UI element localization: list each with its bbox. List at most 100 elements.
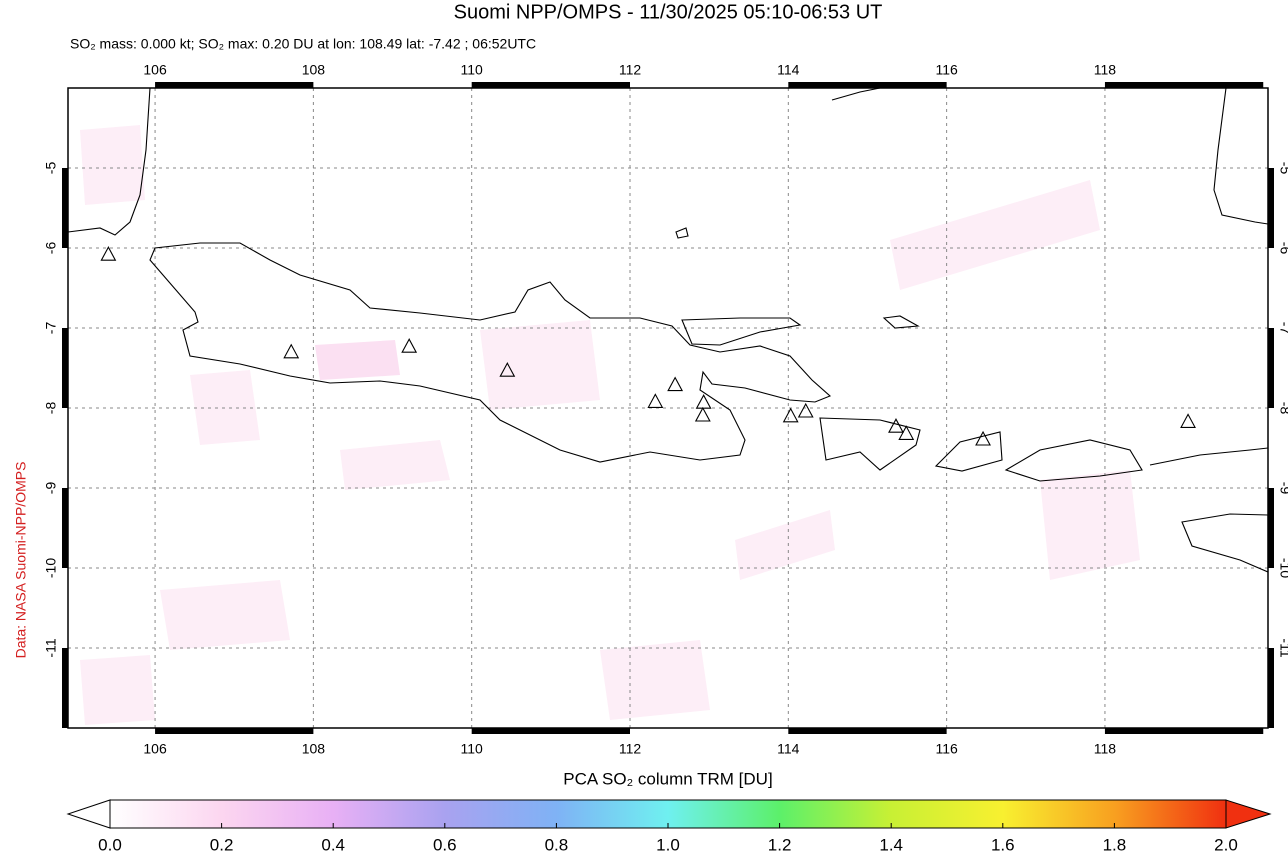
coastline-java	[149, 242, 832, 463]
colorbar-low-arrow	[66, 799, 111, 829]
coastline-sumba	[1181, 513, 1268, 573]
colorbar-tick-label: 1.0	[656, 835, 680, 854]
frame-bar	[1268, 488, 1274, 568]
swath	[340, 440, 450, 490]
frame-bars	[62, 82, 1274, 734]
frame-bar	[62, 168, 68, 248]
frame-bar	[1104, 728, 1264, 734]
so2-swaths	[80, 125, 1140, 725]
coastline-lombok	[934, 431, 1003, 472]
map-title: Suomi NPP/OMPS - 11/30/2025 05:10-06:53 …	[454, 1, 883, 23]
colorbar-tick-label: 0.2	[210, 835, 234, 854]
coastline-bawean	[675, 227, 689, 239]
volcano-marker	[782, 407, 799, 423]
coastline-borneo	[1213, 88, 1268, 225]
coastline-borneo-south	[831, 88, 881, 101]
y-tick-label: -10	[43, 558, 59, 578]
frame-bar	[471, 82, 631, 88]
x-tick-label: 110	[461, 741, 484, 757]
volcano-marker	[695, 394, 712, 409]
volcano-marker	[283, 343, 300, 359]
y-tick-label: -9	[43, 482, 59, 495]
frame-bar	[1104, 82, 1264, 88]
x-tick-label: 118	[1094, 62, 1117, 78]
colorbar-tick-label: 1.4	[879, 835, 903, 854]
coastline-flores	[1149, 447, 1268, 466]
colorbar-tick-label: 1.2	[768, 835, 792, 854]
y-tick-label: -11	[1277, 638, 1288, 657]
frame-bar	[788, 82, 947, 88]
y-tick-label: -10	[1277, 558, 1288, 578]
volcano-marker	[401, 338, 418, 353]
data-credit: Data: NASA Suomi-NPP/OMPS	[13, 462, 29, 659]
swath	[80, 125, 145, 205]
swath	[315, 340, 400, 380]
volcano-marker	[499, 362, 516, 377]
volcano-marker	[694, 406, 711, 422]
frame-bar	[62, 328, 68, 408]
frame-bar	[471, 728, 631, 734]
x-tick-label: 106	[143, 741, 167, 757]
colorbar: 0.0 0.2 0.4 0.6 0.8 1.0 1.2 1.4 1.6 1.8 2.0	[66, 799, 1272, 854]
y-tick-label: -8	[1277, 402, 1288, 415]
frame-bar	[1268, 168, 1274, 248]
x-tick-label: 114	[777, 62, 800, 78]
y-tick-label: -5	[1277, 162, 1288, 175]
y-tick-label: -6	[1277, 242, 1288, 255]
swath	[480, 320, 600, 410]
volcano-marker	[888, 418, 904, 433]
volcano-layer	[100, 246, 1196, 446]
x-tick-label: 112	[619, 741, 642, 757]
swath	[600, 640, 710, 720]
x-tick-label: 110	[461, 62, 484, 78]
coastline-kangean	[882, 315, 920, 329]
volcano-marker	[100, 246, 117, 261]
coastline-sumatra	[68, 88, 151, 236]
colorbar-label: PCA SO₂ column TRM [DU]	[563, 769, 772, 788]
frame-bar	[1268, 648, 1274, 728]
frame-bar	[155, 728, 314, 734]
y-tick-label: -5	[43, 162, 59, 175]
x-tick-label: 108	[302, 741, 326, 757]
x-tick-label: 118	[1094, 741, 1117, 757]
frame-bar	[62, 488, 68, 568]
y-tick-label: -7	[1277, 322, 1288, 335]
swath	[80, 655, 155, 725]
volcano-marker	[667, 376, 684, 392]
colorbar-tick-label: 0.0	[98, 835, 122, 854]
swath	[735, 510, 835, 580]
colorbar-tick-label: 2.0	[1214, 835, 1238, 854]
y-tick-label: -9	[1277, 482, 1288, 495]
coastlines	[68, 88, 1268, 573]
colorbar-tick-label: 1.6	[991, 835, 1015, 854]
colorbar-tick-label: 0.6	[433, 835, 457, 854]
volcano-marker	[797, 402, 814, 418]
volcano-marker	[975, 430, 991, 446]
swath	[160, 580, 290, 650]
x-tick-label: 108	[302, 62, 326, 78]
coastline-sumbawa	[1004, 439, 1143, 482]
volcano-marker	[647, 393, 664, 408]
tick-labels: 106 106 108 108 110 110 112 112 114 114 116 116 118 1…	[43, 62, 1288, 757]
frame-bar	[62, 648, 68, 728]
x-tick-label: 116	[935, 741, 958, 757]
colorbar-tick-label: 0.8	[545, 835, 569, 854]
x-tick-label: 114	[777, 741, 800, 757]
volcano-marker	[898, 425, 915, 440]
y-tick-label: -11	[43, 638, 59, 657]
swath	[890, 180, 1100, 290]
frame-bar	[155, 82, 314, 88]
frame-bar	[1268, 328, 1274, 408]
y-tick-label: -6	[43, 242, 59, 255]
colorbar-tick-label: 0.4	[321, 835, 345, 854]
volcano-marker	[1180, 413, 1196, 428]
y-tick-label: -7	[43, 322, 59, 335]
map-area	[68, 88, 1268, 728]
coastline-bali	[819, 417, 921, 471]
y-tick-label: -8	[43, 402, 59, 415]
colorbar-tick-label: 1.8	[1103, 835, 1127, 854]
x-tick-label: 116	[935, 62, 958, 78]
